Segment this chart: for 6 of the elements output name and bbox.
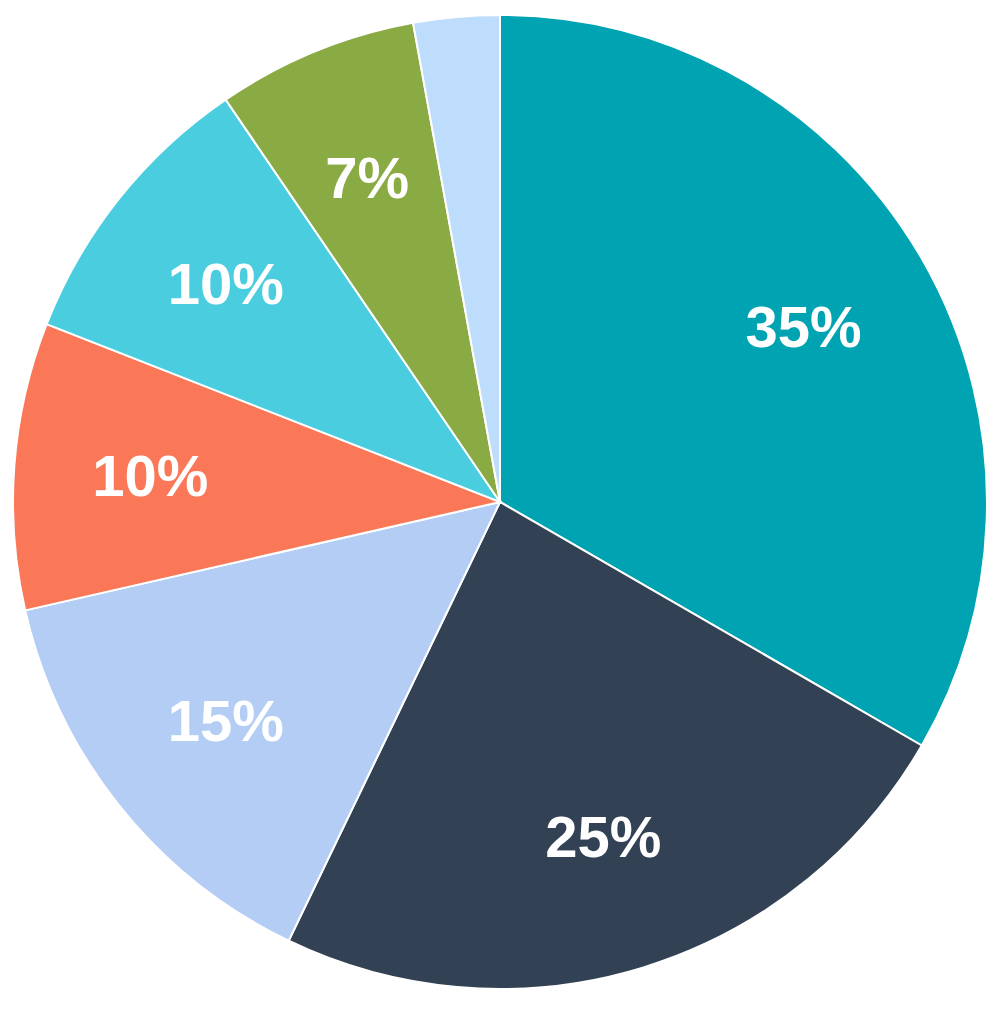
data-label: 7% (325, 144, 409, 210)
data-label: 35% (745, 293, 862, 359)
data-label: 15% (167, 687, 284, 753)
data-label: 25% (545, 804, 662, 870)
data-label: 10% (167, 250, 284, 316)
data-label: 10% (92, 443, 209, 509)
